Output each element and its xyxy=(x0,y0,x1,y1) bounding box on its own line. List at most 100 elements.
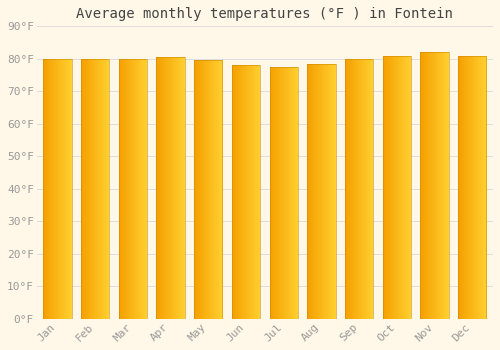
Bar xyxy=(234,65,235,319)
Bar xyxy=(398,56,399,319)
Bar xyxy=(390,56,391,319)
Bar xyxy=(359,59,360,319)
Bar xyxy=(180,57,181,319)
Bar xyxy=(364,59,365,319)
Bar xyxy=(483,56,484,319)
Bar xyxy=(362,59,363,319)
Bar xyxy=(252,65,253,319)
Bar xyxy=(84,59,85,319)
Bar xyxy=(291,67,292,319)
Bar xyxy=(95,59,96,319)
Bar xyxy=(308,64,336,319)
Bar xyxy=(365,59,366,319)
Bar xyxy=(358,59,359,319)
Bar xyxy=(472,56,473,319)
Bar xyxy=(204,61,205,319)
Bar xyxy=(346,59,347,319)
Bar xyxy=(48,59,49,319)
Bar xyxy=(427,52,428,319)
Bar xyxy=(168,57,169,319)
Bar xyxy=(403,56,404,319)
Bar xyxy=(166,57,167,319)
Bar xyxy=(250,65,252,319)
Bar xyxy=(309,64,310,319)
Bar xyxy=(384,56,385,319)
Bar xyxy=(447,52,448,319)
Bar xyxy=(355,59,356,319)
Bar xyxy=(244,65,245,319)
Bar xyxy=(370,59,371,319)
Bar xyxy=(238,65,239,319)
Bar xyxy=(202,61,203,319)
Bar xyxy=(480,56,481,319)
Bar xyxy=(433,52,434,319)
Bar xyxy=(81,59,110,319)
Bar xyxy=(235,65,236,319)
Bar xyxy=(156,57,157,319)
Bar xyxy=(399,56,400,319)
Bar xyxy=(205,61,206,319)
Bar xyxy=(134,59,135,319)
Bar xyxy=(242,65,243,319)
Bar xyxy=(369,59,370,319)
Bar xyxy=(44,59,46,319)
Bar xyxy=(67,59,68,319)
Bar xyxy=(256,65,257,319)
Bar xyxy=(394,56,395,319)
Bar xyxy=(86,59,87,319)
Bar xyxy=(255,65,256,319)
Bar xyxy=(181,57,182,319)
Bar xyxy=(131,59,132,319)
Bar xyxy=(233,65,234,319)
Bar xyxy=(105,59,106,319)
Bar xyxy=(404,56,405,319)
Bar xyxy=(356,59,357,319)
Bar xyxy=(326,64,327,319)
Bar xyxy=(350,59,351,319)
Bar xyxy=(56,59,57,319)
Bar xyxy=(330,64,331,319)
Bar xyxy=(407,56,408,319)
Bar xyxy=(98,59,99,319)
Bar xyxy=(373,59,374,319)
Bar xyxy=(50,59,51,319)
Bar xyxy=(94,59,96,319)
Bar xyxy=(49,59,50,319)
Bar xyxy=(163,57,164,319)
Bar xyxy=(135,59,136,319)
Bar xyxy=(160,57,161,319)
Bar xyxy=(91,59,92,319)
Bar xyxy=(347,59,348,319)
Bar xyxy=(430,52,431,319)
Bar xyxy=(214,61,215,319)
Bar xyxy=(161,57,162,319)
Bar xyxy=(353,59,354,319)
Bar xyxy=(354,59,355,319)
Bar xyxy=(59,59,60,319)
Bar xyxy=(245,65,246,319)
Bar xyxy=(160,57,162,319)
Bar xyxy=(348,59,349,319)
Bar xyxy=(121,59,122,319)
Bar xyxy=(58,59,59,319)
Bar xyxy=(282,67,283,319)
Bar xyxy=(258,65,259,319)
Bar xyxy=(135,59,136,319)
Bar xyxy=(139,59,140,319)
Bar xyxy=(126,59,127,319)
Bar xyxy=(482,56,483,319)
Bar xyxy=(448,52,449,319)
Bar xyxy=(284,67,285,319)
Bar xyxy=(96,59,97,319)
Bar xyxy=(129,59,130,319)
Bar xyxy=(383,56,384,319)
Bar xyxy=(61,59,62,319)
Bar xyxy=(179,57,180,319)
Bar xyxy=(479,56,480,319)
Bar xyxy=(439,52,440,319)
Bar xyxy=(44,59,72,319)
Bar xyxy=(360,59,361,319)
Bar xyxy=(85,59,86,319)
Bar xyxy=(289,67,290,319)
Bar xyxy=(286,67,287,319)
